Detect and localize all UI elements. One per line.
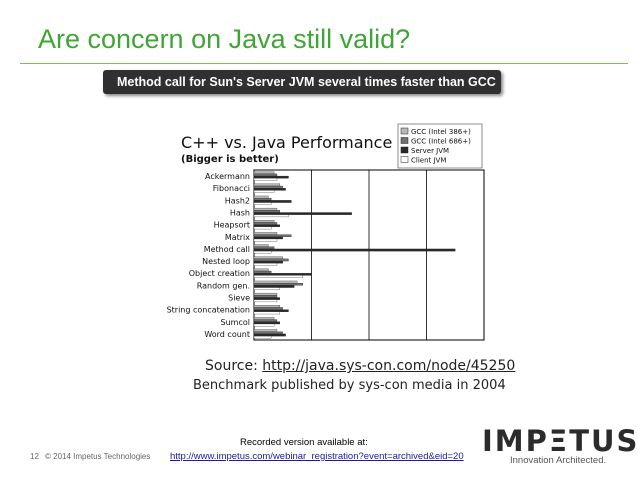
bar-client-jvm [253, 190, 275, 193]
category-label: Random gen. [197, 281, 250, 290]
recorded-note: Recorded version available at: [240, 437, 368, 448]
bar-gcc-intel-386- [253, 305, 281, 308]
bar-server-jvm [253, 188, 286, 191]
source-line: Source: http://java.sys-con.com/node/452… [205, 358, 515, 374]
bar-gcc-intel-686- [253, 234, 292, 237]
legend-swatch [400, 156, 409, 163]
bar-gcc-intel-686- [253, 270, 272, 274]
bar-server-jvm [253, 212, 352, 215]
bar-gcc-intel-386- [253, 207, 278, 211]
bar-gcc-intel-386- [253, 256, 283, 260]
legend-swatch [400, 146, 409, 154]
bar-client-jvm [253, 202, 272, 205]
bar-gcc-intel-386- [253, 268, 269, 272]
bar-server-jvm [253, 321, 281, 325]
bar-gcc-intel-386- [253, 329, 278, 332]
copyright-text: © 2014 Impetus Technologies [45, 452, 151, 461]
legend-label: Server JVM [411, 147, 449, 155]
bar-gcc-intel-686- [253, 246, 275, 250]
bar-client-jvm [253, 299, 278, 303]
bar-gcc-intel-686- [253, 258, 289, 262]
bar-gcc-intel-386- [253, 244, 269, 247]
bar-server-jvm [253, 224, 281, 227]
bar-gcc-intel-686- [253, 283, 304, 286]
legend-label: GCC (Intel 686+) [411, 138, 471, 146]
bar-gcc-intel-686- [253, 331, 283, 335]
category-label: Matrix [225, 233, 250, 242]
bar-gcc-intel-686- [253, 295, 278, 298]
bar-gcc-intel-686- [253, 198, 272, 201]
bar-gcc-intel-386- [253, 220, 275, 223]
category-label: String concatenation [167, 306, 250, 315]
bar-client-jvm [253, 287, 281, 290]
legend-box [397, 123, 483, 169]
bar-gcc-intel-386- [253, 292, 278, 296]
category-label: Hash [230, 209, 250, 218]
bar-gcc-intel-686- [253, 222, 278, 225]
bar-gcc-intel-386- [253, 171, 275, 175]
bar-gcc-intel-686- [253, 319, 278, 322]
bar-gcc-intel-686- [253, 307, 283, 310]
bar-server-jvm [253, 333, 286, 337]
bar-client-jvm [253, 323, 275, 327]
legend-label: Client JVM [411, 157, 446, 165]
bar-gcc-intel-686- [253, 210, 281, 213]
slide-title: Are concern on Java still valid? [38, 24, 411, 54]
bar-client-jvm [253, 311, 281, 315]
bar-server-jvm [253, 260, 283, 264]
bar-server-jvm [253, 297, 281, 300]
bar-client-jvm [253, 238, 278, 242]
legend-swatch [400, 127, 409, 135]
bar-client-jvm [253, 214, 289, 218]
bar-client-jvm [253, 275, 304, 278]
bar-gcc-intel-686- [253, 185, 283, 189]
bar-server-jvm [253, 236, 283, 240]
bar-server-jvm [253, 200, 292, 203]
category-label: Hash2 [225, 196, 250, 205]
bar-client-jvm [253, 226, 272, 230]
bar-server-jvm [253, 285, 295, 288]
source-prefix: Source: [205, 358, 263, 374]
bar-server-jvm [253, 273, 312, 276]
category-label: Word count [204, 330, 250, 339]
category-label: Sieve [228, 294, 250, 303]
bar-gcc-intel-386- [253, 232, 278, 235]
banner-caption: Method call for Sun's Server JVM several… [103, 70, 501, 94]
bar-gcc-intel-386- [253, 280, 298, 284]
legend-swatch [400, 137, 409, 144]
page-number: 12 [30, 452, 39, 461]
chart-subtitle: (Bigger is better) [181, 154, 279, 165]
bar-client-jvm [253, 335, 272, 339]
bar-gcc-intel-386- [253, 183, 281, 187]
bar-client-jvm [253, 178, 278, 181]
bar-client-jvm [253, 263, 278, 266]
legend-label: GCC (Intel 386+) [411, 128, 471, 136]
chart-title: C++ vs. Java Performance [181, 133, 392, 152]
category-label: Heapsort [214, 221, 250, 230]
source-link[interactable]: http://java.sys-con.com/node/45250 [262, 358, 516, 374]
title-divider [20, 63, 628, 64]
category-label: Sumcol [221, 318, 250, 327]
category-label: Nested loop [202, 257, 250, 266]
bar-gcc-intel-386- [253, 317, 275, 320]
category-label: Object creation [189, 269, 250, 278]
source-note: Benchmark published by sys-con media in … [193, 378, 506, 393]
bar-gcc-intel-386- [253, 195, 269, 199]
recorded-url-link[interactable]: http://www.impetus.com/webinar_registrat… [170, 451, 464, 462]
bar-client-jvm [253, 250, 272, 254]
category-label: Method call [204, 245, 250, 254]
bar-server-jvm [253, 309, 289, 312]
category-label: Ackermann [205, 172, 250, 181]
bar-gcc-intel-686- [253, 173, 278, 177]
logo-tagline: Innovation Architected. [510, 455, 607, 466]
bar-server-jvm [253, 248, 456, 252]
impetus-logo: IMPΞTUS [482, 424, 638, 458]
bar-server-jvm [253, 175, 289, 179]
category-label: Fibonacci [213, 184, 250, 193]
